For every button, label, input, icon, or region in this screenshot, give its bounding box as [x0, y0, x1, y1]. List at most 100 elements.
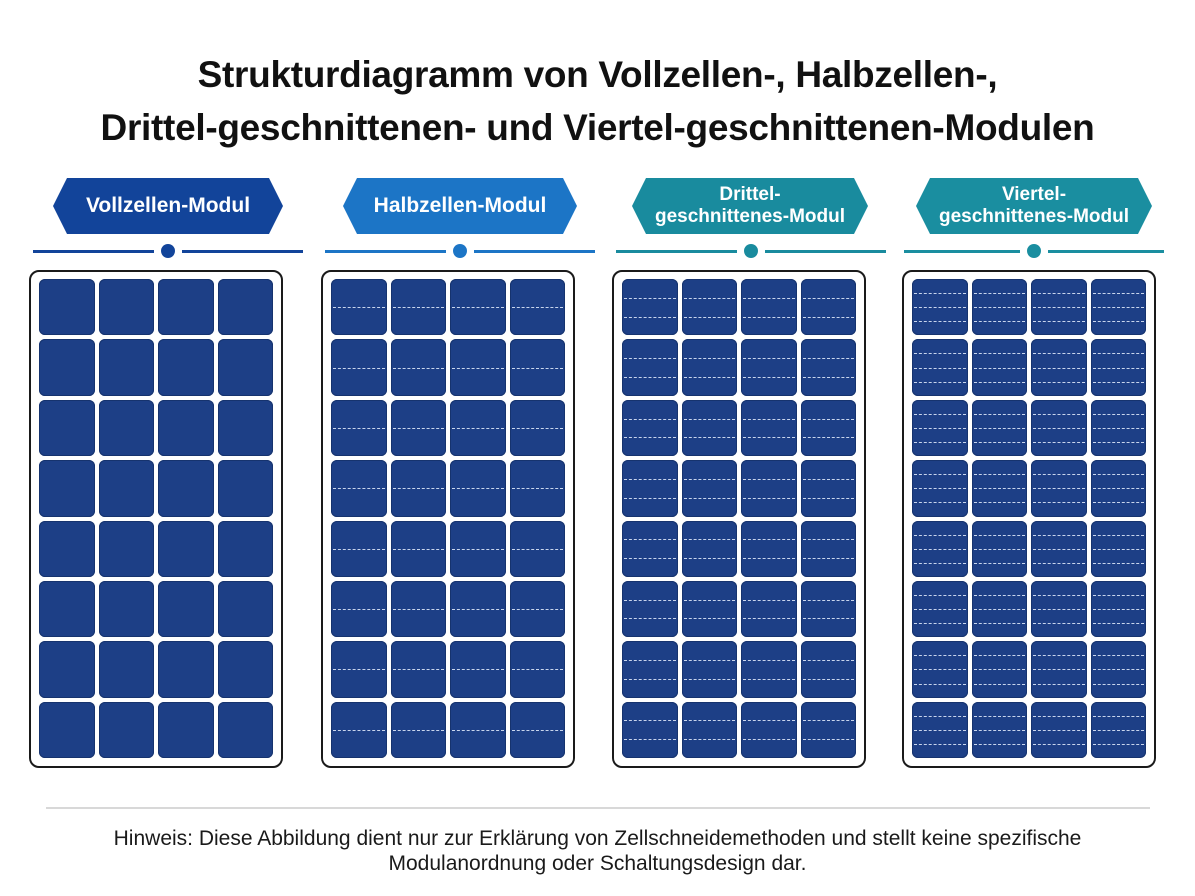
solar-cell [509, 641, 565, 698]
cell-cut-line [914, 655, 966, 657]
module-column-half-cell: Halbzellen-Modul [325, 178, 595, 265]
module-column-third-cut: Drittel- geschnittenes-Modul [616, 178, 886, 265]
cell-cut-line [973, 609, 1025, 611]
cell-cut-line [914, 715, 966, 717]
cell-cut-line [392, 488, 444, 490]
solar-cell [331, 641, 387, 698]
solar-cell [681, 399, 737, 457]
module-column-quarter-cut: Viertel- geschnittenes-Modul [904, 178, 1164, 265]
cell-cut-line [802, 376, 854, 378]
solar-cell [681, 520, 737, 577]
cell-cut-line [1092, 715, 1144, 717]
cell-cut-line [511, 307, 563, 309]
cell-cut-line [914, 442, 966, 444]
cell-cut-line [743, 376, 795, 378]
solar-cell [1031, 701, 1087, 758]
cell-cut-line [914, 534, 966, 536]
solar-cell [450, 399, 506, 457]
cell-cut-line [333, 427, 385, 429]
cell-cut-line [914, 488, 966, 490]
cell-cut-line [802, 358, 854, 360]
cell-cut-line [1092, 367, 1144, 369]
cell-cut-line [452, 307, 504, 309]
cell-cut-line [1092, 548, 1144, 550]
cell-cut-line [973, 594, 1025, 596]
solar-cell [971, 701, 1027, 758]
cell-cut-line [973, 548, 1025, 550]
solar-cell [98, 580, 154, 638]
module-label: Vollzellen-Modul [85, 194, 251, 217]
cell-cut-line [914, 367, 966, 369]
solar-cell [741, 399, 797, 457]
module-panel-half-cell [321, 270, 575, 768]
separator-line [325, 250, 446, 253]
cell-cut-line [683, 316, 735, 318]
cell-cut-line [333, 548, 385, 550]
solar-cell [622, 460, 678, 517]
solar-cell [39, 701, 95, 758]
cell-cut-line [392, 609, 444, 611]
cell-cut-line [973, 743, 1025, 745]
cell-cut-line [1033, 548, 1085, 550]
cell-cut-line [973, 321, 1025, 323]
cell-cut-line [1033, 293, 1085, 295]
cell-cut-line [1092, 307, 1144, 309]
solar-cell [98, 399, 154, 457]
cell-cut-line [1033, 594, 1085, 596]
cell-cut-line [973, 502, 1025, 504]
solar-cell [912, 399, 968, 457]
solar-cell [509, 520, 565, 577]
cell-cut-line [973, 474, 1025, 476]
cell-cut-line [743, 418, 795, 420]
cell-cut-line [1033, 307, 1085, 309]
solar-cell [98, 460, 154, 517]
solar-cell [800, 520, 856, 577]
cell-cut-line [1092, 655, 1144, 657]
solar-cell [39, 641, 95, 698]
solar-cell [450, 580, 506, 638]
solar-cell [509, 279, 565, 336]
solar-cell [390, 339, 446, 396]
cell-cut-line [683, 558, 735, 560]
solar-cell [800, 701, 856, 758]
solar-cell [158, 520, 214, 577]
cell-cut-line [511, 669, 563, 671]
cell-cut-line [452, 548, 504, 550]
cell-cut-line [683, 437, 735, 439]
solar-cell [217, 399, 273, 457]
solar-cell [622, 580, 678, 638]
solar-cell [971, 339, 1027, 396]
solar-cell [800, 279, 856, 336]
cell-cut-line [333, 729, 385, 731]
cell-cut-line [1033, 353, 1085, 355]
cell-cut-line [973, 367, 1025, 369]
solar-cell [390, 460, 446, 517]
cell-cut-line [743, 539, 795, 541]
separator [325, 237, 595, 265]
cell-cut-line [743, 358, 795, 360]
module-badge-full-cell: Vollzellen-Modul [53, 178, 283, 234]
cell-cut-line [914, 562, 966, 564]
cell-cut-line [452, 669, 504, 671]
module-label: Halbzellen-Modul [373, 194, 547, 217]
solar-cell [390, 701, 446, 758]
cell-cut-line [624, 437, 676, 439]
solar-cell [450, 641, 506, 698]
solar-cell [98, 279, 154, 336]
solar-cell [331, 580, 387, 638]
cell-cut-line [1092, 353, 1144, 355]
solar-cell [912, 460, 968, 517]
cell-cut-line [1033, 488, 1085, 490]
solar-cell [741, 339, 797, 396]
module-panel-quarter-cut [902, 270, 1156, 768]
cell-cut-line [1092, 729, 1144, 731]
solar-cell [390, 580, 446, 638]
cell-cut-line [802, 739, 854, 741]
solar-cell [39, 520, 95, 577]
cell-cut-line [973, 562, 1025, 564]
solar-cell [39, 279, 95, 336]
cell-cut-line [1092, 669, 1144, 671]
solar-cell [98, 701, 154, 758]
cell-cut-line [683, 358, 735, 360]
module-column-full-cell: Vollzellen-Modul [33, 178, 303, 265]
